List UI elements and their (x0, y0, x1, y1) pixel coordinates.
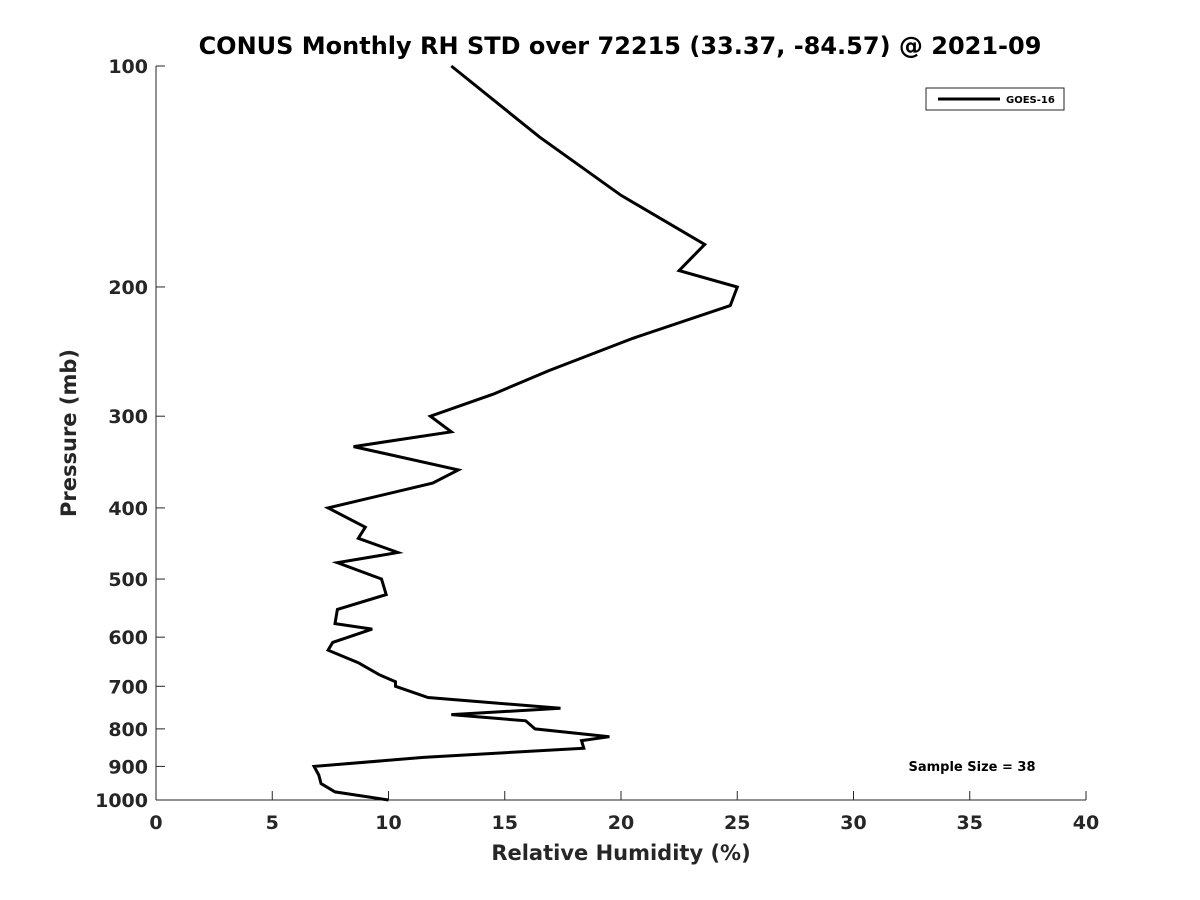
y-tick-label: 300 (108, 406, 148, 428)
y-tick-label: 100 (108, 56, 148, 78)
x-tick-label: 30 (840, 812, 866, 834)
y-tick-label: 600 (108, 627, 148, 649)
x-tick-label: 35 (957, 812, 983, 834)
legend-entry-goes-16: GOES-16 (1006, 95, 1055, 106)
series-line-goes-16 (311, 64, 740, 802)
x-tick-label: 0 (149, 812, 162, 834)
x-tick-label: 15 (492, 812, 518, 834)
y-tick-label: 500 (108, 569, 148, 591)
y-tick-label: 700 (108, 676, 148, 698)
x-tick-label: 40 (1073, 812, 1099, 834)
legend: GOES-16 (925, 87, 1065, 111)
x-tick-label: 10 (375, 812, 401, 834)
chart-title: CONUS Monthly RH STD over 72215 (33.37, … (199, 32, 1042, 60)
y-tick-label: 1000 (95, 790, 148, 812)
x-tick-label: 5 (266, 812, 279, 834)
y-ticks: 100 200 300 400 500 600 700 800 900 1000 (95, 56, 165, 812)
y-tick-label: 800 (108, 719, 148, 741)
x-axis-label: Relative Humidity (%) (491, 841, 750, 865)
x-ticks: 0 5 10 15 20 25 30 35 40 (149, 791, 1099, 834)
y-tick-label: 200 (108, 277, 148, 299)
y-tick-label: 900 (108, 756, 148, 778)
x-tick-label: 25 (724, 812, 750, 834)
y-tick-label: 400 (108, 498, 148, 520)
plot-axes (155, 66, 1086, 801)
y-axis-label: Pressure (mb) (57, 349, 81, 517)
x-tick-label: 20 (608, 812, 634, 834)
sample-size-annotation: Sample Size = 38 (908, 760, 1035, 775)
